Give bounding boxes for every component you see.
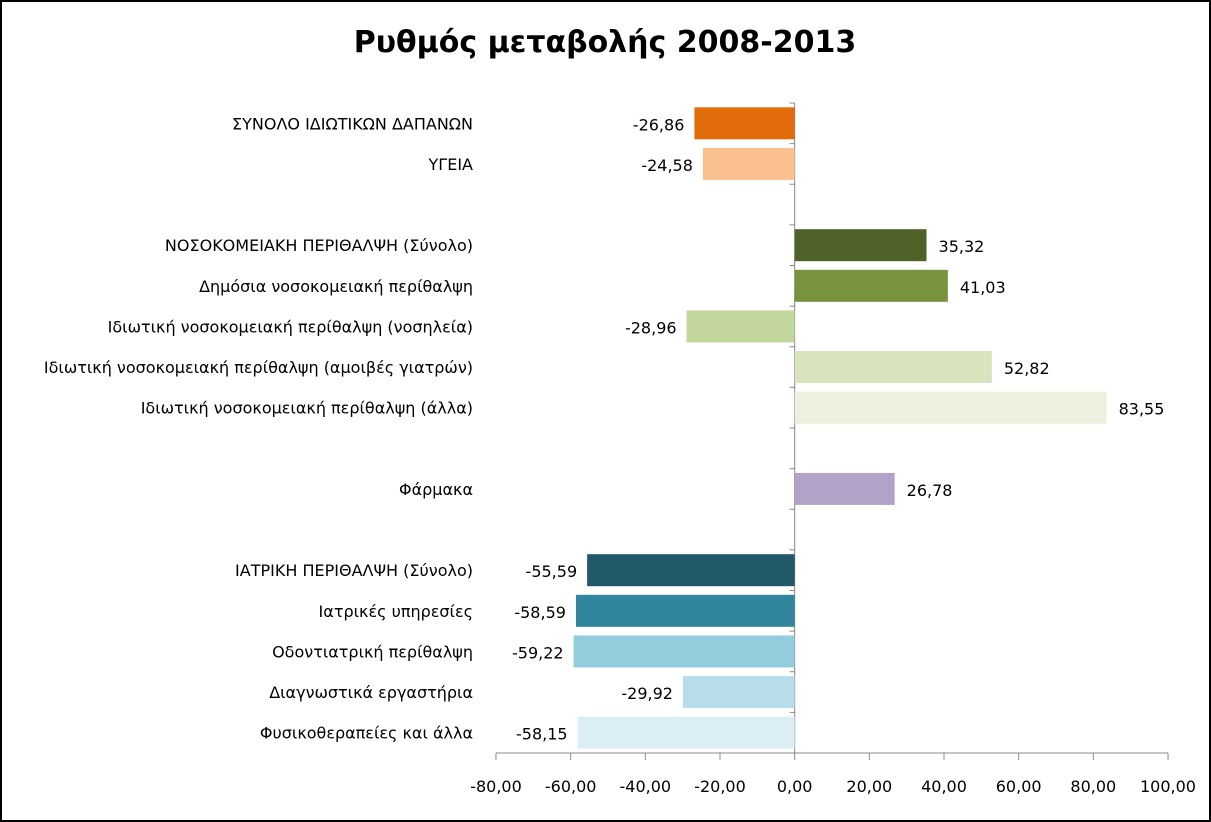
data-label: -55,59 bbox=[526, 562, 578, 581]
category-label: ΥΓΕΙΑ bbox=[428, 155, 474, 174]
data-label: -58,15 bbox=[516, 725, 568, 744]
data-label: -58,59 bbox=[514, 603, 566, 622]
x-tick-label: 80,00 bbox=[1070, 777, 1116, 796]
bar bbox=[794, 229, 927, 262]
bar bbox=[794, 472, 895, 505]
data-label: 52,82 bbox=[1004, 359, 1050, 378]
category-label: Φάρμακα bbox=[399, 480, 473, 499]
category-label: ΣΥΝΟΛΟ ΙΔΙΩΤΙΚΩΝ ΔΑΠΑΝΩΝ bbox=[232, 114, 473, 133]
x-tick-label: 20,00 bbox=[846, 777, 892, 796]
category-label: Ιατρικές υπηρεσίες bbox=[319, 602, 473, 621]
bar bbox=[573, 635, 795, 668]
category-label: Δημόσια νοσοκομειακή περίθαλψη bbox=[199, 277, 473, 296]
bar bbox=[794, 269, 948, 302]
data-label: -59,22 bbox=[512, 643, 564, 662]
x-tick-label: -20,00 bbox=[694, 777, 746, 796]
category-label: Φυσικοθεραπείες και άλλα bbox=[260, 724, 473, 743]
data-label: -29,92 bbox=[621, 684, 673, 703]
x-tick-label: 100,00 bbox=[1140, 777, 1196, 796]
data-label: -24,58 bbox=[641, 156, 693, 175]
category-label: Διαγνωστικά εργαστήρια bbox=[269, 683, 473, 702]
bar bbox=[794, 351, 992, 384]
category-label: Ιδιωτική νοσοκομειακή περίθαλψη (νοσηλεί… bbox=[108, 317, 473, 336]
bar bbox=[577, 716, 795, 749]
axis-layer: -80,00 -60,00 -40,00 -20,00 0,00 20,00 40,00 60… bbox=[470, 102, 1196, 796]
category-label: ΝΟΣΟΚΟΜΕΙΑΚΗ ΠΕΡΙΘΑΛΨΗ (Σύνολο) bbox=[165, 236, 473, 255]
bars-layer bbox=[573, 107, 1107, 749]
category-label: Ιδιωτική νοσοκομειακή περίθαλψη (αμοιβές… bbox=[44, 358, 473, 377]
x-tick-label: 60,00 bbox=[996, 777, 1042, 796]
bar bbox=[794, 391, 1107, 424]
data-label: -28,96 bbox=[625, 318, 677, 337]
data-label: 26,78 bbox=[907, 481, 953, 500]
x-tick-label: -60,00 bbox=[545, 777, 597, 796]
labels-layer: ΣΥΝΟΛΟ ΙΔΙΩΤΙΚΩΝ ΔΑΠΑΝΩΝ -26,86 ΥΓΕΙΑ -24,5… bbox=[44, 114, 1164, 743]
chart-title: Ρυθμός μεταβολής 2008-2013 bbox=[354, 25, 856, 60]
bar bbox=[587, 554, 795, 587]
x-tick-label: -40,00 bbox=[620, 777, 672, 796]
category-label: Ιδιωτική νοσοκομειακή περίθαλψη (άλλα) bbox=[141, 399, 473, 418]
category-label: Οδοντιατρική περίθαλψη bbox=[272, 642, 473, 661]
x-tick-label: 40,00 bbox=[921, 777, 967, 796]
bar bbox=[702, 147, 795, 180]
data-label: -26,86 bbox=[633, 115, 685, 134]
data-label: 41,03 bbox=[960, 278, 1006, 297]
category-label: ΙΑΤΡΙΚΗ ΠΕΡΙΘΑΛΨΗ (Σύνολο) bbox=[235, 561, 473, 580]
bar bbox=[686, 310, 795, 343]
x-tick-label: -80,00 bbox=[470, 777, 522, 796]
bar bbox=[575, 594, 795, 627]
data-label: 35,32 bbox=[939, 237, 985, 256]
data-label: 83,55 bbox=[1119, 400, 1165, 419]
x-tick-label: 0,00 bbox=[777, 777, 813, 796]
bar bbox=[694, 107, 795, 140]
bar bbox=[682, 676, 795, 709]
